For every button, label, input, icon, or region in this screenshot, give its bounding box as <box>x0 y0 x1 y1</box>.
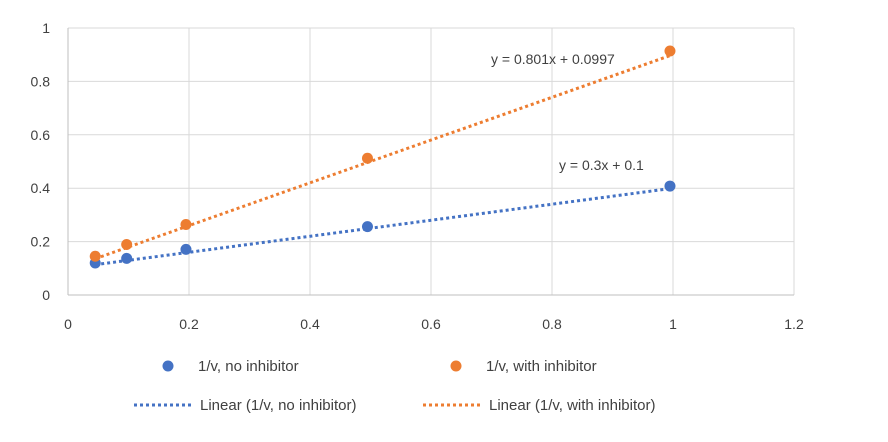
data-point-with-inhibitor <box>121 239 133 251</box>
trendline-equations: y = 0.3x + 0.1 y = 0.801x + 0.0997 <box>491 51 644 173</box>
legend-label: 1/v, with inhibitor <box>486 358 597 375</box>
data-point-no-inhibitor <box>121 252 133 264</box>
x-tick-label: 0 <box>64 316 72 332</box>
y-tick-label: 0.2 <box>31 234 51 250</box>
gridlines <box>68 27 795 295</box>
y-tick-label: 1 <box>42 20 50 36</box>
trendline-equation: y = 0.3x + 0.1 <box>559 157 644 173</box>
legend: 1/v, no inhibitor 1/v, with inhibitor Line… <box>134 358 655 414</box>
trendline-equation: y = 0.801x + 0.0997 <box>491 51 615 67</box>
legend-marker <box>162 360 174 372</box>
trendline-no-inhibitor <box>95 187 671 267</box>
data-point-with-inhibitor <box>664 45 676 57</box>
x-tick-label: 0.2 <box>179 316 199 332</box>
data-point-with-inhibitor <box>361 152 373 164</box>
y-tick-label: 0 <box>42 287 50 303</box>
x-tick-label: 0.4 <box>300 316 320 332</box>
x-tick-label: 1 <box>669 316 677 332</box>
y-tick-label: 0.8 <box>31 73 51 89</box>
legend-marker <box>450 360 462 372</box>
x-tick-label: 0.8 <box>542 316 562 332</box>
data-points <box>89 45 676 269</box>
legend-label: Linear (1/v, with inhibitor) <box>489 397 655 414</box>
data-point-with-inhibitor <box>89 250 101 262</box>
x-tick-label: 0.6 <box>421 316 441 332</box>
trendlines <box>94 54 671 267</box>
y-tick-label: 0.6 <box>31 127 51 143</box>
axes: 0 0.2 0.4 0.6 0.8 1 1.2 0 0.2 0.4 0.6 0.8 1 <box>31 20 804 332</box>
legend-label: Linear (1/v, no inhibitor) <box>200 397 356 414</box>
data-point-with-inhibitor <box>180 219 192 231</box>
data-point-no-inhibitor <box>664 180 676 192</box>
data-point-no-inhibitor <box>361 221 373 233</box>
x-tick-label: 1.2 <box>784 316 804 332</box>
y-tick-label: 0.4 <box>31 180 51 196</box>
data-point-no-inhibitor <box>180 243 192 255</box>
legend-label: 1/v, no inhibitor <box>198 358 299 375</box>
